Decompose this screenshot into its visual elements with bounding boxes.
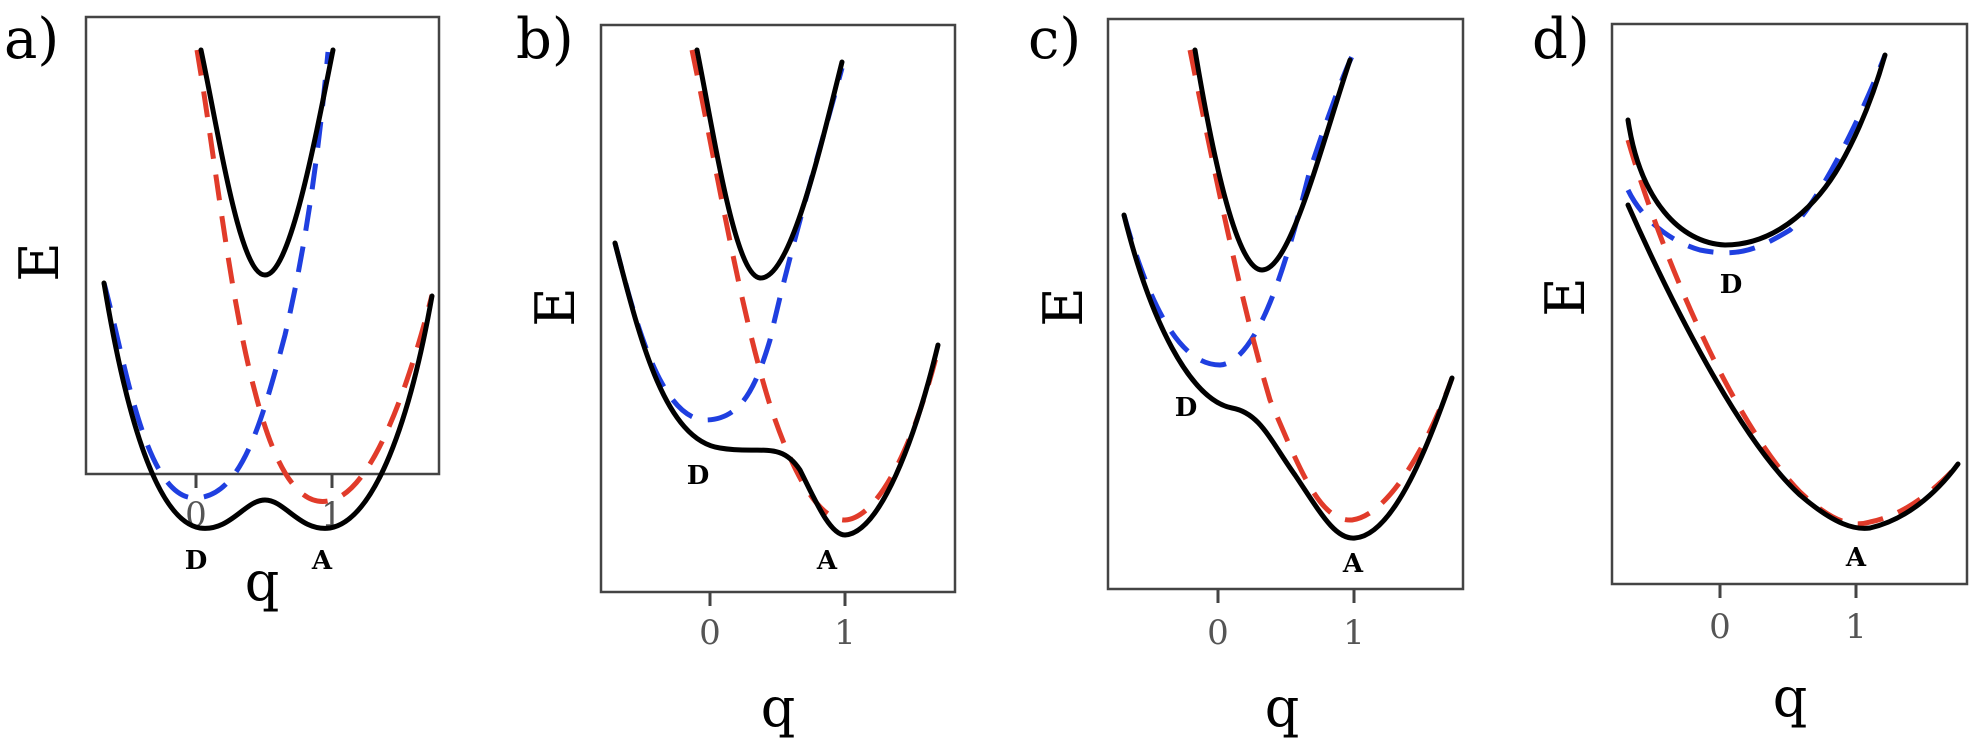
state-label-acceptor-a: A (311, 546, 333, 576)
adiabatic-ground-curve-a (101, 280, 435, 531)
state-label-donor-c: D (1175, 393, 1198, 423)
panel-letter-d: d) (1532, 7, 1590, 72)
plot-frame-a (84, 15, 441, 476)
x-tick-label-1-d: 1 (1845, 607, 1867, 647)
x-tick-label-1-b: 1 (834, 613, 856, 653)
donor-diabatic-curve-c (1121, 48, 1358, 368)
x-axis-label-c: q (1265, 676, 1300, 738)
plot-frame-c (1106, 17, 1465, 591)
adiabatic-excited-curve-d (1625, 52, 1888, 248)
x-axis-label-a: q (245, 550, 280, 613)
state-label-donor-a: D (185, 546, 208, 576)
state-label-donor-b: D (687, 461, 710, 491)
state-label-acceptor-b: A (816, 546, 838, 576)
acceptor-diabatic-curve-c (1187, 49, 1455, 523)
adiabatic-ground-curve-c (1121, 212, 1455, 541)
adiabatic-ground-curve-b (612, 240, 941, 538)
y-axis-label-c: E (1032, 287, 1095, 326)
x-axis-label-b: q (761, 676, 796, 738)
state-label-acceptor-c: A (1342, 549, 1364, 579)
x-tick-label-0-c: 0 (1207, 613, 1229, 653)
panel-letter-c: c) (1028, 7, 1081, 72)
panel-letter-b: b) (516, 7, 574, 72)
adiabatic-excited-curve-b (694, 47, 845, 281)
plot-frame-b (599, 23, 957, 594)
donor-diabatic-curve-d (1625, 54, 1888, 256)
x-tick-label-1-c: 1 (1343, 613, 1365, 653)
adiabatic-excited-curve-a (198, 47, 336, 278)
state-label-donor-d: D (1720, 270, 1743, 300)
adiabatic-excited-curve-c (1192, 47, 1353, 273)
acceptor-diabatic-curve-a (194, 49, 435, 504)
panel-b: b) E 0 1 q D A (516, 7, 957, 738)
y-axis-label-d: E (1534, 277, 1597, 316)
plot-frame-d (1610, 22, 1969, 586)
donor-diabatic-curve-a (101, 51, 331, 501)
panel-a: a) E 0 1 q D A (4, 7, 441, 613)
x-tick-label-0-d: 0 (1709, 607, 1731, 647)
panel-d: d) E 0 1 q D A (1532, 7, 1969, 729)
y-axis-label-b: E (524, 287, 587, 326)
panel-c: c) E 0 1 q D A (1028, 7, 1465, 738)
adiabatic-ground-curve-d (1625, 202, 1961, 531)
panel-letter-a: a) (4, 7, 59, 72)
acceptor-diabatic-curve-d (1625, 139, 1960, 527)
y-axis-label-a: E (8, 242, 71, 281)
state-label-acceptor-d: A (1845, 543, 1867, 573)
x-axis-label-d: q (1773, 666, 1808, 729)
x-tick-label-0-b: 0 (699, 613, 721, 653)
